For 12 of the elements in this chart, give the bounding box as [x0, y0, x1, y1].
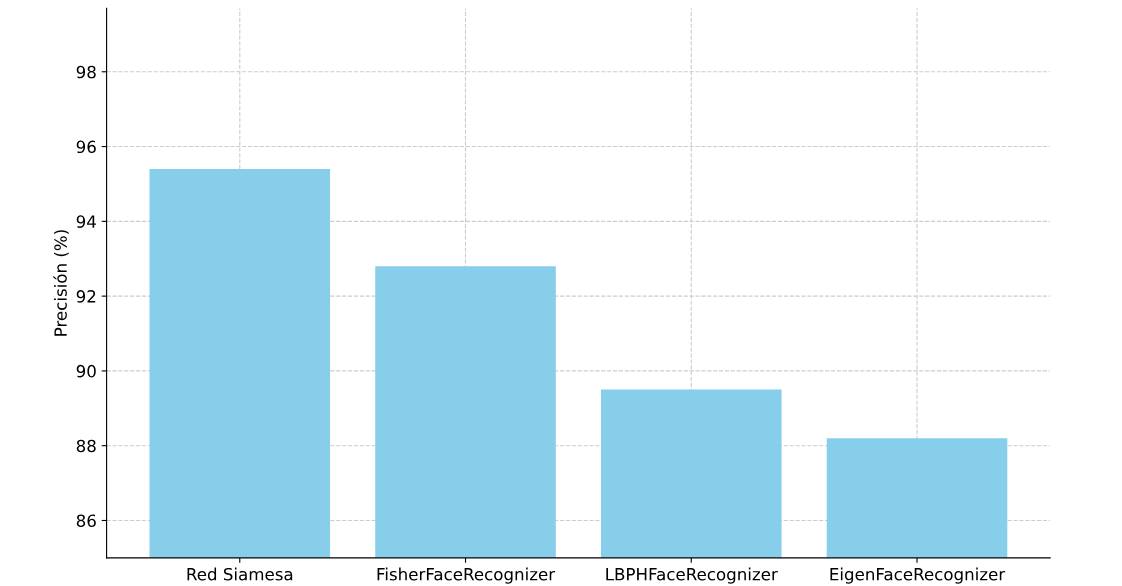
y-tick-label: 94 — [76, 215, 96, 228]
y-tick-label: 96 — [76, 140, 96, 154]
y-axis-title: Precisión (%) — [53, 230, 69, 336]
x-tick-label: FisherFaceRecognizer — [377, 567, 556, 584]
y-tick-label: 92 — [76, 290, 96, 303]
y-tick-label: 88 — [76, 439, 96, 453]
y-tick-label: 90 — [76, 364, 96, 378]
x-tick-label: LBPHFaceRecognizer — [606, 567, 778, 584]
y-tick-label: 98 — [76, 65, 96, 79]
x-tick-label: EigenFaceRecognizer — [830, 567, 1006, 584]
x-tick-label: Red Siamesa — [187, 567, 293, 581]
y-tick-label: 86 — [76, 514, 96, 528]
